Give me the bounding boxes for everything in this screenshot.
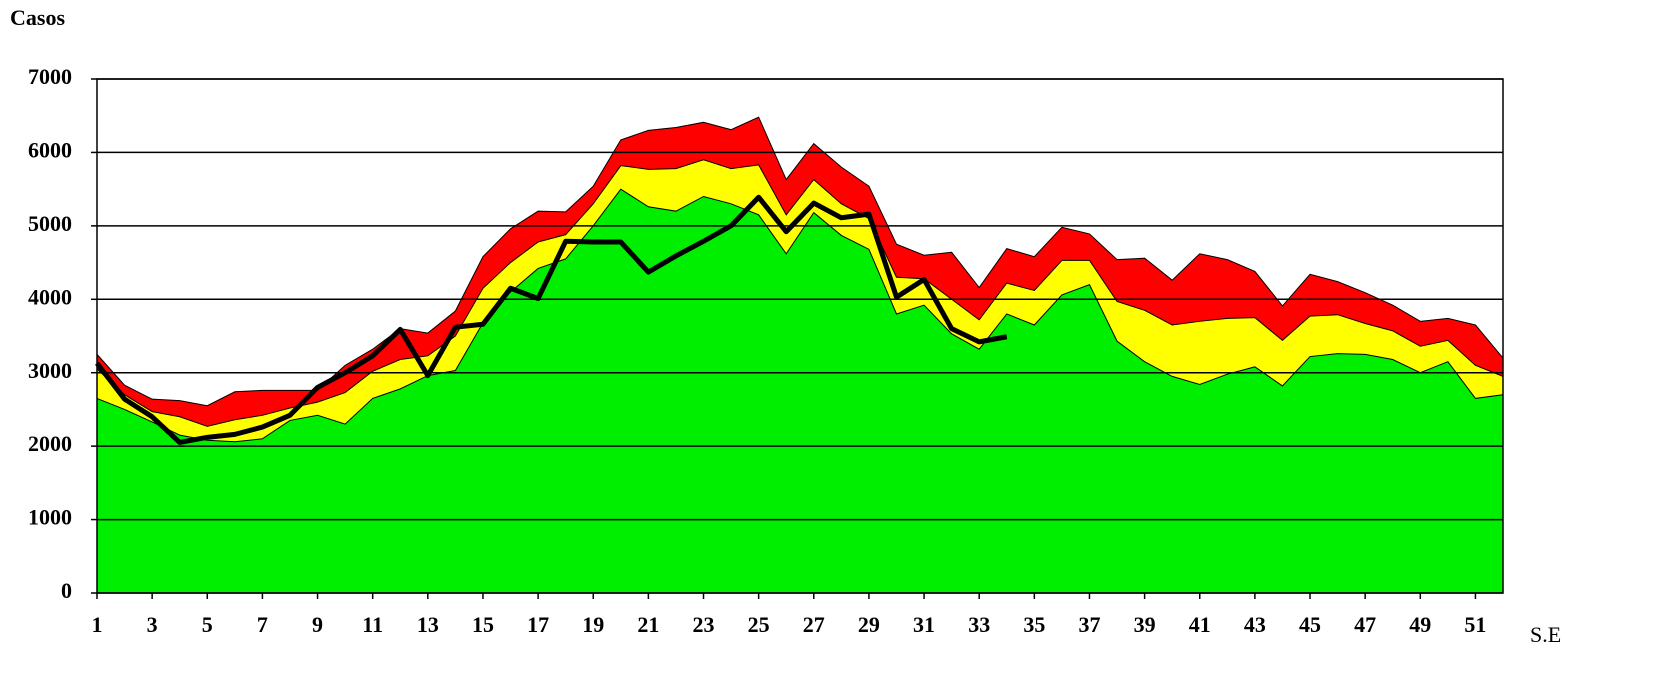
x-tick-label: 39 <box>1134 612 1156 637</box>
x-tick-label: 35 <box>1023 612 1045 637</box>
x-tick-label: 31 <box>913 612 935 637</box>
x-tick-label: 27 <box>803 612 825 637</box>
y-tick-label: 4000 <box>28 284 72 309</box>
y-tick-label: 2000 <box>28 431 72 456</box>
x-tick-label: 51 <box>1464 612 1486 637</box>
x-tick-label: 5 <box>202 612 213 637</box>
x-tick-label: 23 <box>693 612 715 637</box>
y-tick-label: 5000 <box>28 211 72 236</box>
y-tick-label: 1000 <box>28 505 72 530</box>
x-tick-label: 25 <box>748 612 770 637</box>
x-tick-label: 45 <box>1299 612 1321 637</box>
x-tick-label: 11 <box>362 612 383 637</box>
x-tick-label: 13 <box>417 612 439 637</box>
x-tick-label: 17 <box>527 612 549 637</box>
x-tick-label: 47 <box>1354 612 1376 637</box>
y-axis-label: Casos <box>10 5 65 30</box>
x-tick-label: 41 <box>1189 612 1211 637</box>
x-tick-label: 29 <box>858 612 880 637</box>
x-tick-label: 1 <box>92 612 103 637</box>
x-tick-label: 15 <box>472 612 494 637</box>
y-tick-label: 3000 <box>28 358 72 383</box>
x-tick-label: 33 <box>968 612 990 637</box>
x-tick-label: 43 <box>1244 612 1266 637</box>
y-tick-label: 0 <box>61 578 72 603</box>
y-tick-label: 7000 <box>28 64 72 89</box>
x-tick-label: 37 <box>1078 612 1100 637</box>
data-area <box>96 188 1504 594</box>
x-tick-label: 21 <box>637 612 659 637</box>
x-tick-label: 19 <box>582 612 604 637</box>
plot-frame <box>96 78 1504 594</box>
x-tick-label: 3 <box>147 612 158 637</box>
x-tick-label: 7 <box>257 612 268 637</box>
x-tick-label: 49 <box>1409 612 1431 637</box>
x-axis-label: S.E <box>1530 622 1561 647</box>
data-line <box>95 194 1008 445</box>
y-tick-label: 6000 <box>28 137 72 162</box>
x-tick-label: 9 <box>312 612 323 637</box>
